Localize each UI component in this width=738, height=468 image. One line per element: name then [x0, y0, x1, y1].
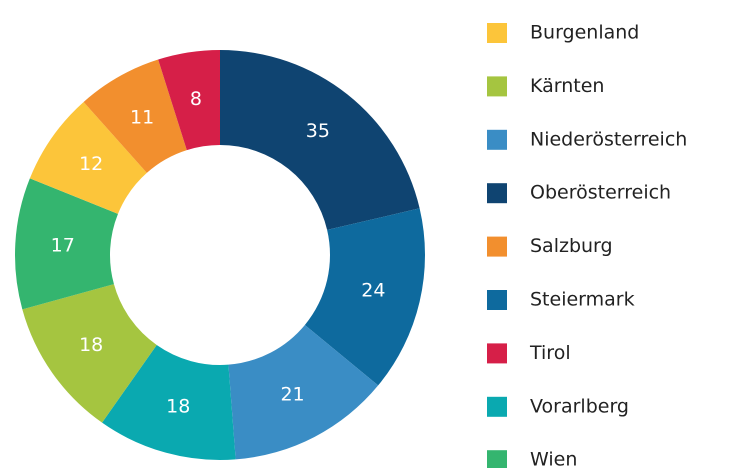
- donut-slice: [220, 50, 420, 230]
- legend-label: Tirol: [529, 342, 571, 364]
- legend-swatch: [487, 76, 507, 97]
- donut-slice: [102, 344, 236, 460]
- legend-swatch: [487, 129, 507, 150]
- legend-swatch: [487, 290, 507, 310]
- donut-slice: [83, 59, 187, 173]
- data-label: 8: [190, 88, 202, 110]
- legend-swatch: [487, 183, 507, 204]
- data-label: 18: [79, 334, 103, 356]
- data-label: 12: [79, 153, 103, 175]
- data-label: 11: [130, 107, 154, 129]
- legend-swatch: [487, 396, 507, 417]
- data-label: 17: [51, 234, 75, 256]
- data-label: 18: [166, 395, 190, 417]
- donut-slice: [228, 324, 379, 460]
- donut-slice: [29, 101, 147, 214]
- donut-slice: [14, 178, 118, 310]
- legend-label: Wien: [530, 449, 577, 468]
- data-label: 24: [361, 279, 385, 301]
- data-label: 21: [280, 383, 304, 405]
- legend-label: Kärnten: [530, 75, 604, 97]
- legend-label: Oberösterreich: [530, 182, 671, 204]
- data-label: 35: [306, 120, 330, 142]
- legend-label: Burgenland: [530, 22, 639, 44]
- legend-swatch: [487, 343, 507, 364]
- legend-swatch: [487, 236, 507, 257]
- legend-swatch: [487, 23, 507, 43]
- legend-swatch: [487, 450, 507, 468]
- legend-label: Niederösterreich: [530, 128, 687, 150]
- donut-slice: [304, 208, 425, 386]
- donut-slice: [22, 284, 157, 423]
- legend-label: Salzburg: [530, 235, 613, 257]
- donut-slice: [158, 50, 220, 151]
- legend-label: Vorarlberg: [530, 395, 629, 417]
- legend-label: Steiermark: [530, 289, 635, 311]
